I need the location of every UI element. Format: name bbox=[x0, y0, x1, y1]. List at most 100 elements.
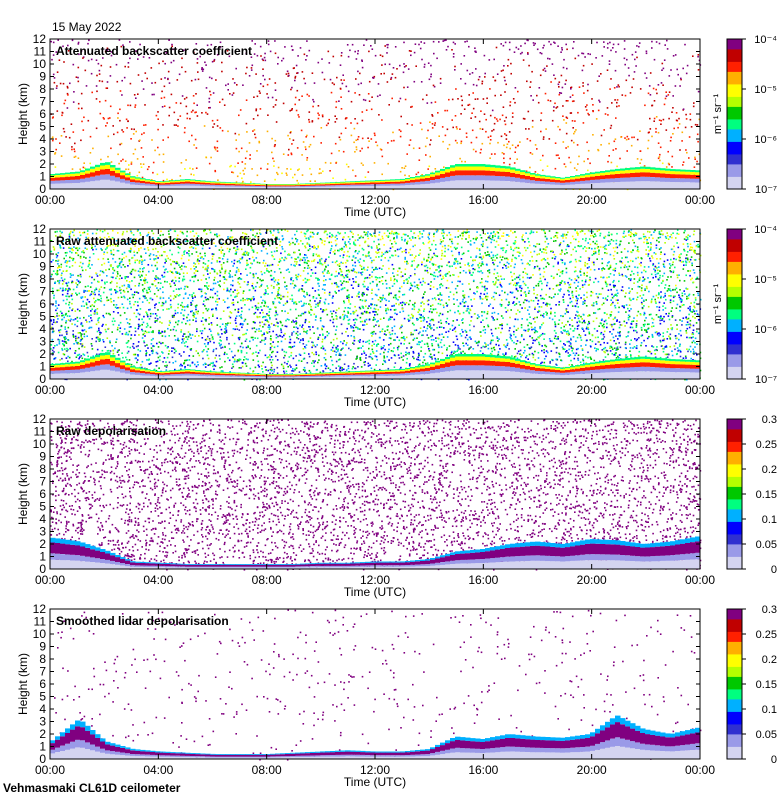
y-tick-label: 10 bbox=[33, 627, 47, 641]
colorbar-tick-label: 0.15 bbox=[756, 679, 777, 691]
y-tick-label: 6 bbox=[39, 677, 46, 691]
colorbar: 0 0.05 0.1 0.15 0.2 0.25 0.3 bbox=[726, 604, 777, 766]
x-tick-label: 04:00 bbox=[143, 193, 173, 207]
colorbar-unit: m⁻¹ sr⁻¹ bbox=[712, 284, 724, 325]
y-tick-label: 12 bbox=[33, 412, 47, 426]
chart-panel-4: Smoothed lidar depolarisation01234567891… bbox=[16, 602, 777, 789]
y-tick-label: 8 bbox=[39, 82, 46, 96]
y-tick-label: 11 bbox=[34, 425, 47, 439]
colorbar-unit: m⁻¹ sr⁻¹ bbox=[712, 94, 724, 135]
y-tick-label: 1 bbox=[39, 550, 46, 564]
panel-title: Attenuated backscatter coefficient bbox=[56, 44, 252, 58]
x-axis-label: Time (UTC) bbox=[344, 775, 406, 789]
x-tick-label: 12:00 bbox=[360, 383, 390, 397]
boundary-layer bbox=[50, 536, 701, 570]
x-tick-label: 12:00 bbox=[360, 193, 390, 207]
x-tick-label: 20:00 bbox=[577, 763, 607, 777]
boundary-layer bbox=[50, 162, 701, 190]
colorbar-tick-label: 0.1 bbox=[762, 704, 777, 716]
plot-area bbox=[50, 229, 700, 379]
colorbar-tick-label: 10⁻⁴ bbox=[754, 224, 777, 236]
y-tick-label: 8 bbox=[39, 272, 46, 286]
colorbar-tick-label: 0 bbox=[771, 754, 777, 766]
x-tick-label: 00:00 bbox=[35, 383, 65, 397]
boundary-layer bbox=[50, 352, 701, 380]
y-axis-label: Height (km) bbox=[16, 83, 30, 145]
y-tick-label: 0 bbox=[39, 752, 46, 766]
y-tick-label: 9 bbox=[39, 640, 46, 654]
colorbar-tick-label: 10⁻⁵ bbox=[754, 84, 777, 96]
y-tick-label: 2 bbox=[39, 537, 46, 551]
y-tick-label: 11 bbox=[34, 615, 47, 629]
y-axis-label: Height (km) bbox=[16, 653, 30, 715]
colorbar-tick-label: 0.15 bbox=[756, 489, 777, 501]
colorbar: 0 0.05 0.1 0.15 0.2 0.25 0.3 bbox=[726, 414, 777, 576]
y-tick-label: 10 bbox=[33, 437, 47, 451]
colorbar-tick-label: 10⁻⁵ bbox=[754, 274, 777, 286]
y-tick-label: 9 bbox=[39, 260, 46, 274]
x-tick-label: 20:00 bbox=[577, 573, 607, 587]
y-tick-label: 3 bbox=[39, 525, 46, 539]
plot-area bbox=[50, 39, 700, 189]
y-tick-label: 4 bbox=[39, 322, 46, 336]
x-tick-label: 20:00 bbox=[577, 383, 607, 397]
y-tick-label: 7 bbox=[39, 665, 46, 679]
y-tick-label: 4 bbox=[39, 132, 46, 146]
panel-title: Raw depolarisation bbox=[56, 424, 166, 438]
y-tick-label: 7 bbox=[39, 475, 46, 489]
y-tick-label: 8 bbox=[39, 652, 46, 666]
y-tick-label: 12 bbox=[33, 32, 47, 46]
x-tick-label: 00:00 bbox=[35, 193, 65, 207]
y-tick-label: 6 bbox=[39, 487, 46, 501]
x-tick-label: 16:00 bbox=[468, 193, 498, 207]
colorbar-frame bbox=[726, 228, 743, 380]
x-tick-label: 20:00 bbox=[577, 193, 607, 207]
colorbar-tick-label: 0.05 bbox=[756, 729, 777, 741]
y-tick-label: 3 bbox=[39, 145, 46, 159]
y-tick-label: 1 bbox=[39, 360, 46, 374]
x-tick-label: 16:00 bbox=[468, 383, 498, 397]
x-tick-label: 08:00 bbox=[252, 193, 282, 207]
y-tick-label: 2 bbox=[39, 727, 46, 741]
y-tick-label: 9 bbox=[39, 450, 46, 464]
y-tick-label: 0 bbox=[39, 372, 46, 386]
x-tick-label: 08:00 bbox=[252, 573, 282, 587]
x-tick-label: 12:00 bbox=[360, 763, 390, 777]
y-tick-label: 11 bbox=[34, 45, 47, 59]
y-tick-label: 6 bbox=[39, 297, 46, 311]
colorbar-tick-label: 0.2 bbox=[762, 654, 777, 666]
x-tick-label: 16:00 bbox=[468, 763, 498, 777]
colorbar-tick-label: 0.25 bbox=[756, 439, 777, 451]
x-tick-label: 00:00 bbox=[685, 763, 715, 777]
x-tick-label: 00:00 bbox=[685, 383, 715, 397]
colorbar-tick-label: 10⁻⁶ bbox=[754, 134, 777, 146]
x-tick-label: 04:00 bbox=[143, 383, 173, 397]
chart-panel-1: Attenuated backscatter coefficient012345… bbox=[16, 32, 777, 219]
y-axis-label: Height (km) bbox=[16, 463, 30, 525]
colorbar-frame bbox=[726, 38, 743, 190]
y-tick-label: 10 bbox=[33, 247, 47, 261]
colorbar-tick-label: 10⁻⁷ bbox=[755, 184, 777, 196]
noise-layer bbox=[50, 419, 702, 571]
x-tick-label: 00:00 bbox=[685, 193, 715, 207]
y-tick-label: 11 bbox=[34, 235, 47, 249]
y-tick-label: 4 bbox=[39, 512, 46, 526]
colorbar-tick-label: 0.3 bbox=[762, 604, 777, 616]
y-tick-label: 2 bbox=[39, 157, 46, 171]
chart-panel-2: Raw attenuated backscatter coefficient01… bbox=[16, 222, 777, 409]
y-tick-label: 4 bbox=[39, 702, 46, 716]
y-tick-label: 0 bbox=[39, 562, 46, 576]
x-tick-label: 08:00 bbox=[252, 383, 282, 397]
noise-layer bbox=[50, 39, 702, 191]
y-tick-label: 5 bbox=[39, 500, 46, 514]
site-label: Vehmasmaki CL61D ceilometer bbox=[3, 781, 181, 795]
y-tick-label: 7 bbox=[39, 95, 46, 109]
colorbar-tick-label: 10⁻⁴ bbox=[754, 34, 777, 46]
y-tick-label: 9 bbox=[39, 70, 46, 84]
y-tick-label: 5 bbox=[39, 690, 46, 704]
x-tick-label: 00:00 bbox=[685, 573, 715, 587]
y-tick-label: 7 bbox=[39, 285, 46, 299]
y-tick-label: 6 bbox=[39, 107, 46, 121]
